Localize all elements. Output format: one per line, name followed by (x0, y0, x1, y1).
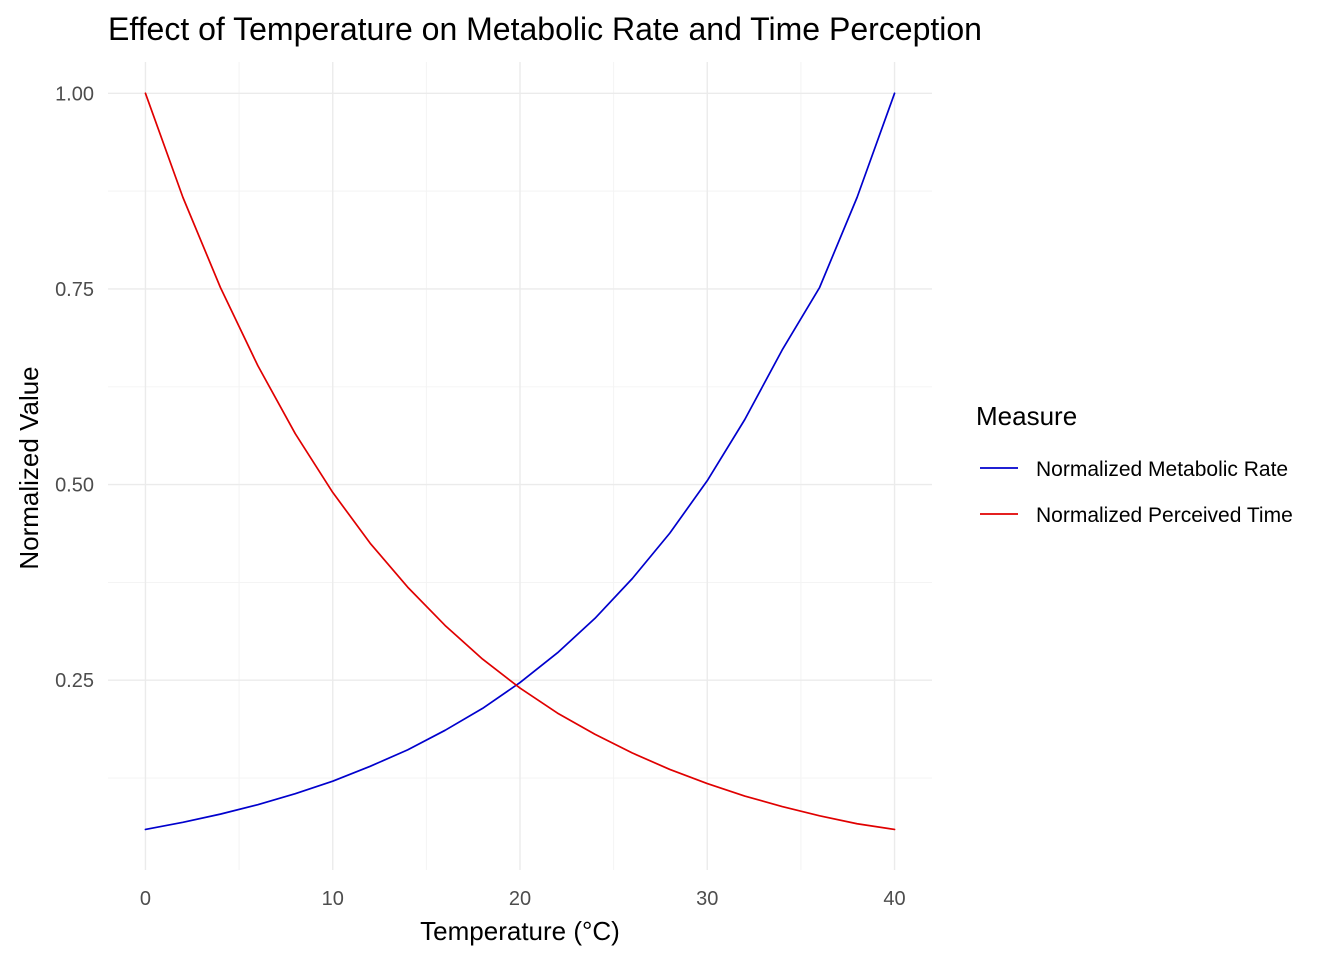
x-tick-label: 10 (322, 888, 344, 910)
x-tick-label: 40 (883, 888, 905, 910)
chart-title: Effect of Temperature on Metabolic Rate … (108, 11, 982, 47)
x-tick-label: 0 (140, 888, 151, 910)
x-tick-label: 20 (509, 888, 531, 910)
y-tick-label: 0.25 (55, 670, 94, 692)
legend-label: Normalized Perceived Time (1036, 504, 1293, 527)
series-line-metabolic-rate (144, 92, 896, 831)
legend-item: Normalized Perceived Time (980, 504, 1293, 527)
y-tick-label: 0.75 (55, 279, 94, 301)
series-lines (144, 92, 896, 831)
legend-label: Normalized Metabolic Rate (1036, 458, 1288, 481)
legend-item: Normalized Metabolic Rate (980, 458, 1288, 481)
legend-title: Measure (976, 401, 1077, 431)
legend: Measure Normalized Metabolic RateNormali… (976, 401, 1293, 527)
y-tick-label: 0.50 (55, 475, 94, 497)
x-axis-tick-labels: 0 10 20 30 40 (140, 888, 906, 910)
legend-items: Normalized Metabolic Rate Normalized Perc… (980, 458, 1293, 527)
x-axis-title: Temperature (°C) (420, 916, 620, 946)
grid-lines (108, 62, 932, 870)
series-line-perceived-time (144, 92, 896, 831)
y-axis-title: Normalized Value (14, 366, 44, 569)
y-tick-label: 1.00 (55, 83, 94, 105)
y-axis-tick-labels: 0.25 0.50 0.75 1.00 (55, 83, 94, 692)
x-tick-label: 30 (696, 888, 718, 910)
